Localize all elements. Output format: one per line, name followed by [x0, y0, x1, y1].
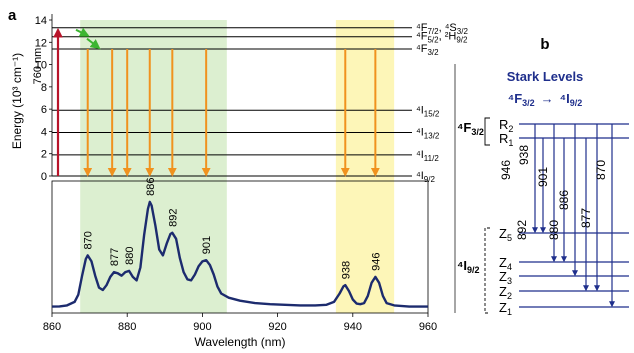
peak-label: 946 — [370, 253, 382, 271]
transition-label: ⁴F3/2 → ⁴I9/2 — [508, 91, 582, 108]
peak-label: 938 — [340, 261, 352, 279]
green-band — [80, 20, 227, 313]
upper-manifold-label: ⁴F3/2 — [457, 120, 484, 137]
energy-tick-label: 14 — [35, 15, 47, 27]
peak-label: 870 — [83, 231, 95, 249]
stark-transition-label: 886 — [557, 190, 571, 210]
stark-transition-label: 870 — [594, 160, 608, 180]
wavelength-axis-label: Wavelength (nm) — [195, 335, 286, 349]
peak-label: 901 — [201, 236, 213, 254]
upper-stark-label: R1 — [499, 131, 513, 148]
lower-stark-label: Z3 — [499, 269, 512, 286]
energy-tick-label: 2 — [41, 149, 47, 161]
stark-transition-label: 877 — [579, 208, 593, 228]
energy-tick-label: 12 — [35, 37, 47, 49]
level-label-I112: ⁴I11/2 — [416, 149, 439, 163]
panel-a-label: a — [8, 7, 17, 24]
stark-levels-diagram: b Stark Levels ⁴F3/2 → ⁴I9/2 ⁴F3/2 ⁴I9/2 R… — [454, 36, 629, 317]
lower-bracket — [484, 227, 490, 314]
relax-arrow — [86, 37, 101, 50]
spectrum-curve — [51, 200, 428, 308]
stark-transitions: 938 946 901 892 886 880 877 870 — [499, 124, 615, 308]
wavelength-tick-label: 940 — [344, 321, 362, 333]
lower-stark-label: Z4 — [499, 255, 512, 272]
panel-b-label: b — [540, 36, 549, 53]
stark-transition-label: 901 — [536, 167, 550, 187]
energy-axis: 0 2 4 6 8 10 12 14 — [35, 14, 53, 183]
energy-level-diagram: a 0 2 4 6 8 10 12 14 Energy (10³ cm⁻¹) ⁴F7/2, ⁴… — [8, 7, 468, 184]
pump-wavelength-label: 760 nm — [32, 48, 44, 85]
lower-stark-label: Z2 — [499, 284, 512, 301]
upper-stark-label: R2 — [499, 117, 513, 134]
peak-labels: 870 877 880 886 892 901 938 946 — [83, 178, 383, 280]
peak-label: 892 — [167, 208, 179, 226]
lower-stark-label: Z1 — [499, 300, 512, 317]
wavelength-axis: 860 880 900 920 940 960 — [43, 313, 437, 333]
stark-title: Stark Levels — [507, 69, 584, 84]
lower-stark-label: Z5 — [499, 226, 512, 243]
wavelength-tick-label: 900 — [193, 321, 211, 333]
level-label-F52: ⁴F5/2, ²H9/2 — [416, 31, 468, 45]
upper-bracket — [484, 117, 490, 146]
level-label-I92: ⁴I9/2 — [416, 170, 435, 184]
peak-label: 886 — [145, 178, 157, 196]
level-label-F32: ⁴F3/2 — [416, 43, 439, 57]
highlight-bands — [80, 20, 395, 313]
wavelength-tick-label: 960 — [419, 321, 437, 333]
spectrum-frame — [51, 180, 429, 314]
level-label-F72: ⁴F7/2, ⁴S3/2 — [416, 22, 468, 36]
peak-label: 877 — [109, 248, 121, 266]
energy-axis-label: Energy (10³ cm⁻¹) — [10, 53, 24, 149]
level-label-I132: ⁴I13/2 — [416, 127, 440, 141]
energy-tick-label: 6 — [41, 104, 47, 116]
stark-transition-label: 938 — [517, 145, 531, 165]
peak-label: 880 — [124, 247, 136, 265]
level-label-I152: ⁴I15/2 — [416, 104, 440, 118]
emission-arrows — [83, 48, 380, 177]
wavelength-tick-label: 860 — [43, 321, 61, 333]
lower-manifold-label: ⁴I9/2 — [457, 258, 480, 275]
energy-tick-label: 10 — [35, 60, 47, 72]
energy-tick-label: 4 — [41, 126, 47, 138]
stark-transition-label: 892 — [515, 220, 529, 240]
relax-arrow — [75, 27, 90, 37]
wavelength-tick-label: 880 — [118, 321, 136, 333]
wavelength-tick-label: 920 — [268, 321, 286, 333]
stark-transition-label: 880 — [547, 220, 561, 240]
energy-tick-label: 8 — [41, 82, 47, 94]
stark-transition-label: 946 — [499, 160, 513, 180]
nonradiative-relaxation-arrows — [75, 27, 101, 50]
energy-tick-label: 0 — [41, 171, 47, 183]
